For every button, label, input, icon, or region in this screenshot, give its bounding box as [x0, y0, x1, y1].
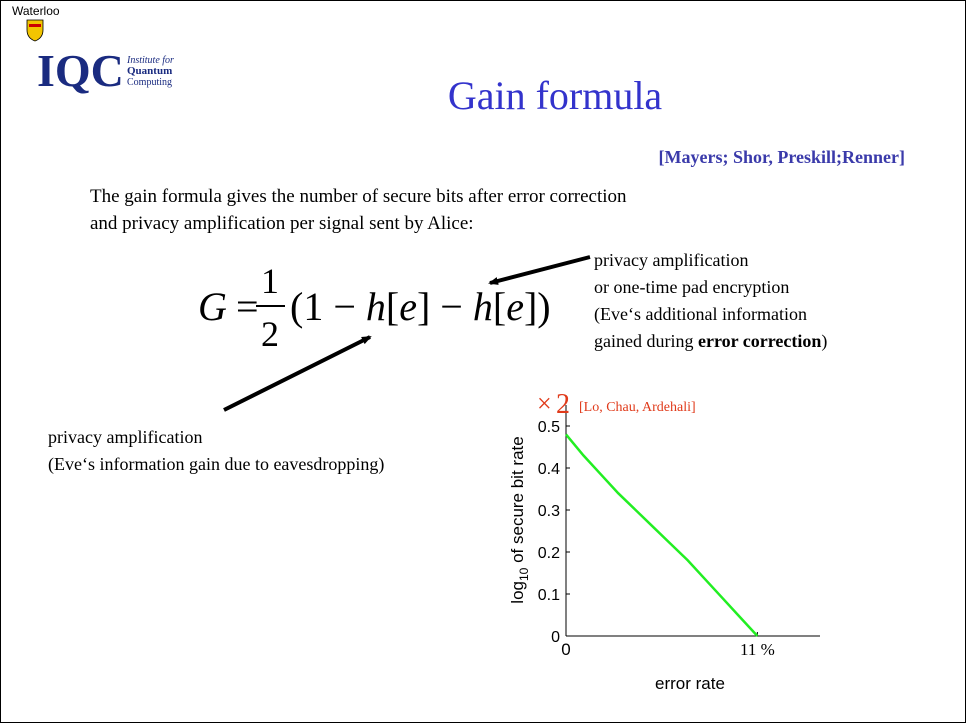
y-tick-label: 0.5: [538, 419, 560, 436]
annotation-part: error correction: [698, 331, 821, 351]
body-line: The gain formula gives the number of sec…: [90, 186, 627, 207]
data-line: [565, 433, 759, 637]
formula-denominator: 2: [261, 314, 279, 354]
annotation-factor: 2: [556, 389, 570, 420]
annotation-sign: ×: [537, 389, 552, 418]
formula-part: ]): [524, 284, 551, 329]
y-tick-label: 0.2: [538, 545, 560, 562]
formula-part: ] −: [417, 284, 473, 329]
annotation-line: (Eve‘s information gain due to eavesdrop…: [48, 454, 384, 475]
y-label-part: of secure bit rate: [508, 436, 527, 567]
x-tick-label: 11 %: [740, 640, 775, 659]
x-tick-label: 0: [561, 640, 570, 659]
arrow: [223, 335, 372, 412]
annotation-source: [Lo, Chau, Ardehali]: [579, 400, 696, 415]
annotation-line: privacy amplification: [48, 427, 202, 447]
formula-part: [: [386, 284, 399, 329]
y-tick-label: 0.4: [538, 461, 560, 478]
formula-numerator: 1: [261, 261, 279, 301]
shield-icon: [26, 19, 44, 42]
y-label-part: log: [508, 581, 527, 604]
formula-part: e: [506, 284, 524, 329]
citation: [Mayers; Shor, Preskill;Renner]: [659, 147, 905, 167]
formula-body: (1 − h[e] − h[e]): [290, 284, 551, 329]
y-label-sub: 10: [517, 567, 531, 581]
y-tick-label: 0: [551, 629, 560, 646]
annotation-line: or one-time pad encryption: [594, 277, 789, 297]
logo-line: Institute for: [126, 55, 174, 66]
body-line: and privacy amplification per signal sen…: [90, 213, 474, 234]
y-axis-label: log10 of secure bit rate: [508, 436, 531, 603]
annotation-part: ): [821, 331, 827, 352]
formula-equals: =: [236, 284, 259, 329]
formula-part: h: [473, 284, 493, 329]
university-name: Waterloo: [12, 4, 60, 18]
formula-part: (1 −: [290, 284, 366, 329]
logo-line: Quantum: [127, 65, 172, 77]
formula-lhs: G: [198, 284, 227, 329]
formula-part: h: [366, 284, 386, 329]
formula-part: [: [493, 284, 506, 329]
annotation-part: gained during: [594, 331, 698, 351]
arrow: [488, 255, 591, 285]
shield-band: [29, 24, 41, 27]
y-tick-label: 0.3: [538, 503, 560, 520]
annotation-line: (Eve‘s additional information: [594, 304, 807, 325]
annotation-line: gained during error correction): [594, 331, 827, 352]
formula-part: e: [399, 284, 417, 329]
logo-line: Computing: [127, 77, 172, 88]
chart: 0 0.1 0.2 0.3 0.4 0.5 0 11 % error rate log10 of …: [508, 389, 820, 693]
y-tick-label: 0.1: [538, 587, 560, 604]
x-axis-label: error rate: [655, 674, 725, 693]
slide-title: Gain formula: [448, 73, 663, 118]
annotation-line: privacy amplification: [594, 250, 748, 270]
logo-letters: IQC: [37, 45, 124, 96]
